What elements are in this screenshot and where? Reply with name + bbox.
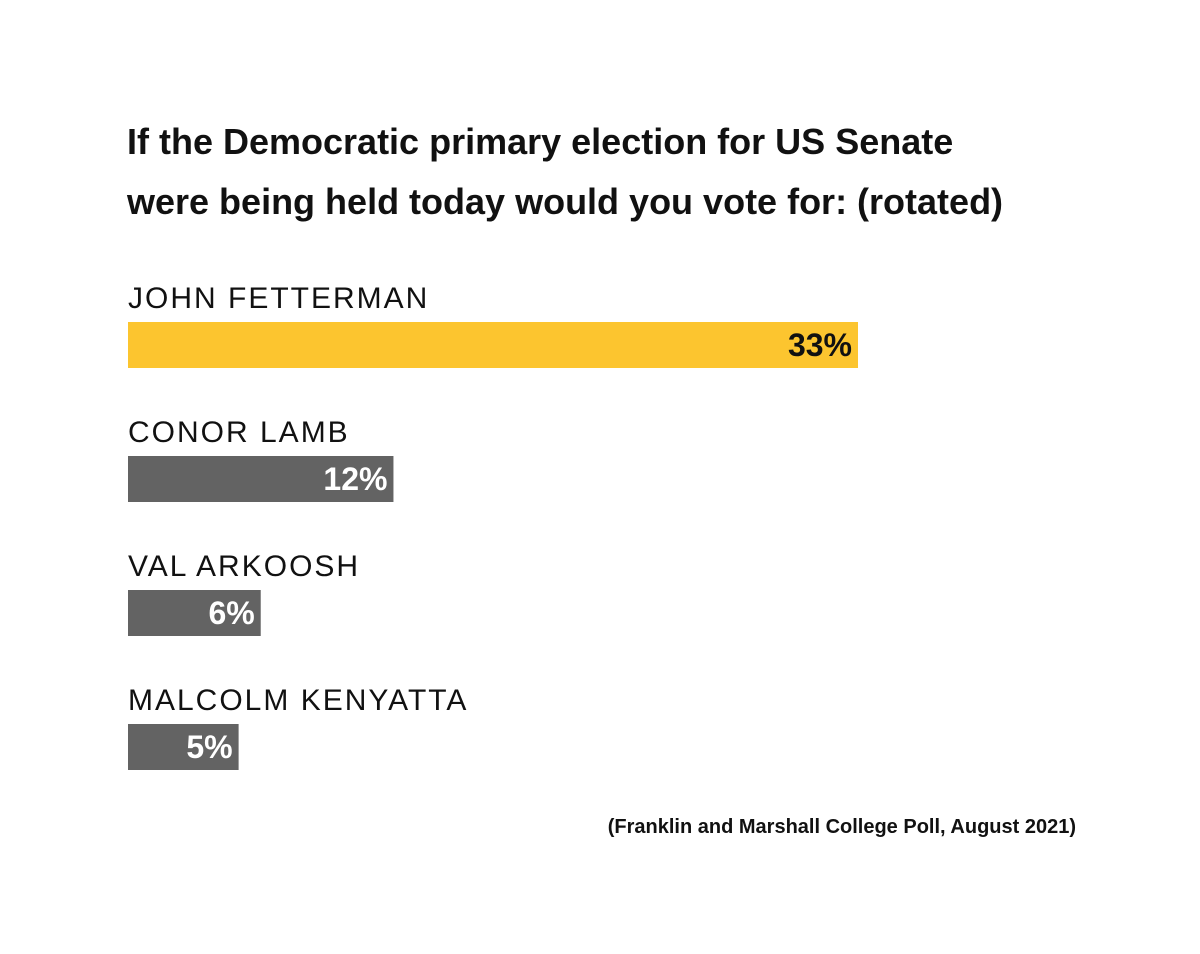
bar [128, 456, 394, 502]
bar-value-label: 6% [208, 595, 254, 631]
source-note: (Franklin and Marshall College Poll, Aug… [607, 816, 1076, 838]
chart-title: If the Democratic primary election for U… [127, 112, 1107, 232]
bar-value-label: 12% [323, 461, 387, 497]
category-label: VAL ARKOOSH [128, 550, 360, 583]
bar [128, 724, 239, 770]
chart-title-line-2: were being held today would you vote for… [127, 181, 1004, 222]
bar [128, 322, 858, 368]
chart-title-line-1: If the Democratic primary election for U… [127, 121, 954, 162]
bar-value-label: 5% [186, 729, 232, 765]
category-label: JOHN FETTERMAN [128, 282, 429, 315]
category-label: CONOR LAMB [128, 416, 350, 449]
category-label: MALCOLM KENYATTA [128, 684, 468, 717]
bar [128, 590, 261, 636]
bar-value-label: 33% [788, 327, 852, 363]
